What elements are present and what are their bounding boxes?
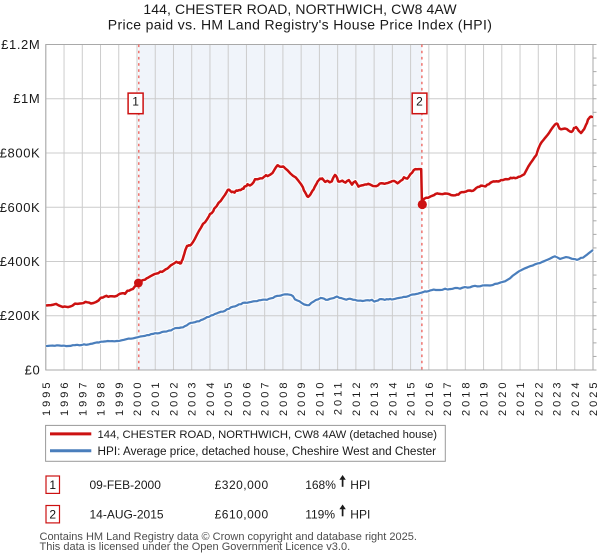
svg-text:144, CHESTER ROAD, NORTHWICH,: 144, CHESTER ROAD, NORTHWICH, CW8 4AW (d… [98,429,438,441]
svg-text:2019: 2019 [479,380,491,416]
svg-text:£200K: £200K [0,308,40,323]
svg-text:£610,000: £610,000 [215,508,269,522]
svg-text:2013: 2013 [369,380,381,416]
svg-text:2011: 2011 [333,380,345,416]
svg-text:£320,000: £320,000 [215,478,269,492]
svg-text:2017: 2017 [442,380,454,416]
svg-text:1999: 1999 [114,380,126,416]
svg-text:£0: £0 [25,363,41,378]
svg-text:1995: 1995 [41,380,53,416]
svg-text:2022: 2022 [533,380,545,416]
svg-text:2000: 2000 [132,380,144,416]
svg-text:2014: 2014 [387,380,399,416]
svg-text:Price paid vs. HM Land Registr: Price paid vs. HM Land Registry's House … [108,17,492,33]
svg-text:HPI: HPI [350,478,370,492]
svg-text:2001: 2001 [150,380,162,416]
svg-text:2: 2 [49,508,56,522]
svg-text:£800K: £800K [0,146,40,161]
svg-text:2002: 2002 [169,380,181,416]
svg-text:£600K: £600K [0,200,40,215]
svg-text:2003: 2003 [187,380,199,416]
svg-text:2024: 2024 [570,380,582,416]
svg-text:2016: 2016 [424,380,436,416]
svg-text:£400K: £400K [0,254,40,269]
svg-text:14-AUG-2015: 14-AUG-2015 [90,508,164,522]
svg-text:2004: 2004 [205,380,217,416]
svg-text:2010: 2010 [314,380,326,416]
svg-text:1997: 1997 [77,380,89,416]
svg-text:HPI: HPI [350,508,370,522]
svg-text:1: 1 [132,94,139,108]
svg-text:1998: 1998 [96,380,108,416]
svg-text:2007: 2007 [260,380,272,416]
svg-text:£1.2M: £1.2M [1,37,40,52]
svg-text:2018: 2018 [460,380,472,416]
svg-text:2021: 2021 [515,380,527,416]
svg-text:2005: 2005 [223,380,235,416]
svg-text:2015: 2015 [406,380,418,416]
svg-text:2: 2 [416,94,423,108]
svg-text:09-FEB-2000: 09-FEB-2000 [90,478,162,492]
svg-text:£1M: £1M [13,91,40,106]
svg-text:2023: 2023 [552,380,564,416]
svg-text:168%: 168% [305,478,336,492]
svg-text:2009: 2009 [296,380,308,416]
svg-text:2012: 2012 [351,380,363,416]
svg-text:2020: 2020 [497,380,509,416]
svg-text:HPI: Average price, detached h: HPI: Average price, detached house, Ches… [98,445,437,458]
svg-text:1: 1 [49,478,56,492]
svg-text:144, CHESTER ROAD, NORTHWICH,: 144, CHESTER ROAD, NORTHWICH, CW8 4AW [143,1,457,17]
svg-text:2025: 2025 [588,380,600,416]
svg-text:This data is licensed under th: This data is licensed under the Open Gov… [40,541,351,553]
svg-text:2006: 2006 [241,380,253,416]
svg-text:2008: 2008 [278,380,290,416]
svg-text:Contains HM Land Registry data: Contains HM Land Registry data © Crown c… [40,531,417,543]
svg-text:1996: 1996 [59,380,71,416]
svg-text:119%: 119% [305,508,335,522]
